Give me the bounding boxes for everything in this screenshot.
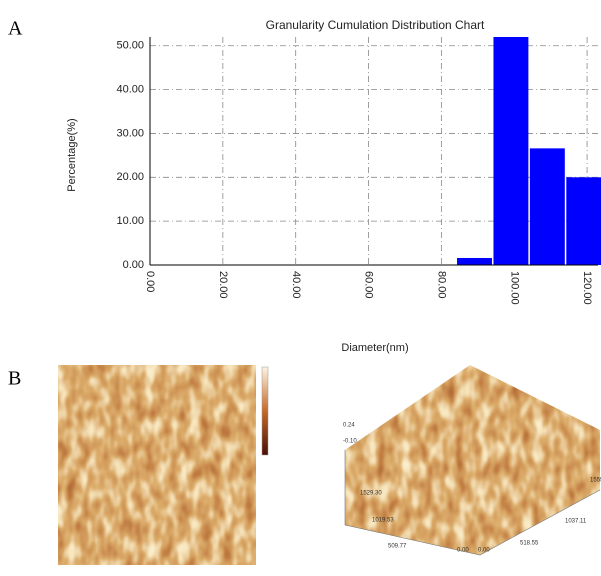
plot: 0.00 10.00 20.00 30.00 40.00 50.00 0.00 20.00 40…	[116, 37, 601, 305]
surface-frame	[344, 450, 601, 556]
x-tick-label: 120.00	[581, 271, 593, 305]
bar	[493, 37, 529, 265]
surface-axis-label: 1555.6	[590, 478, 601, 484]
surface-axis-label: 1037.11	[565, 519, 587, 525]
y-tick-label: 20.00	[116, 171, 144, 183]
bar	[457, 257, 492, 265]
x-tick-label: 80.00	[435, 271, 447, 299]
afm-3d-surface	[345, 365, 600, 555]
surface-labels: 0.24 -0.10 1529.30 1019.53 509.77 0.00 0.00 518…	[343, 423, 601, 554]
y-tick-label: 30.00	[116, 127, 144, 139]
x-tick-label: 20.00	[217, 271, 229, 299]
y-tick-label: 0.00	[123, 259, 144, 271]
y-tick-label: 40.00	[116, 84, 144, 96]
surface-axis-label: 1529.30	[360, 491, 382, 497]
bar	[566, 177, 601, 265]
x-tick-label: 100.00	[508, 271, 520, 305]
x-tick-label: 60.00	[363, 271, 375, 299]
surface-axis-label: 509.77	[388, 544, 407, 550]
surface-axis-label: 0.24	[343, 423, 355, 429]
x-tick-label: 0.00	[144, 271, 156, 292]
afm-image	[58, 365, 256, 565]
bar	[529, 148, 565, 265]
chart-title: Granularity Cumulation Distribution Char…	[266, 18, 485, 32]
surface-axis-label: 518.55	[520, 541, 539, 547]
surface-axis-label: 0.00	[478, 548, 490, 554]
panel-label: B	[8, 368, 21, 390]
surface-axis-label: 1019.53	[372, 518, 394, 524]
surface-axis-label: 0.00	[457, 548, 469, 554]
panel-label: A	[8, 18, 23, 40]
x-axis-label: Diameter(nm)	[341, 342, 408, 354]
y-tick-label: 10.00	[116, 215, 144, 227]
surface-axis-label: -0.10	[343, 439, 357, 445]
y-axis-label: Percentage(%)	[66, 118, 78, 191]
color-bar	[261, 366, 269, 456]
y-tick-label: 50.00	[116, 40, 144, 52]
x-tick-label: 40.00	[290, 271, 302, 299]
